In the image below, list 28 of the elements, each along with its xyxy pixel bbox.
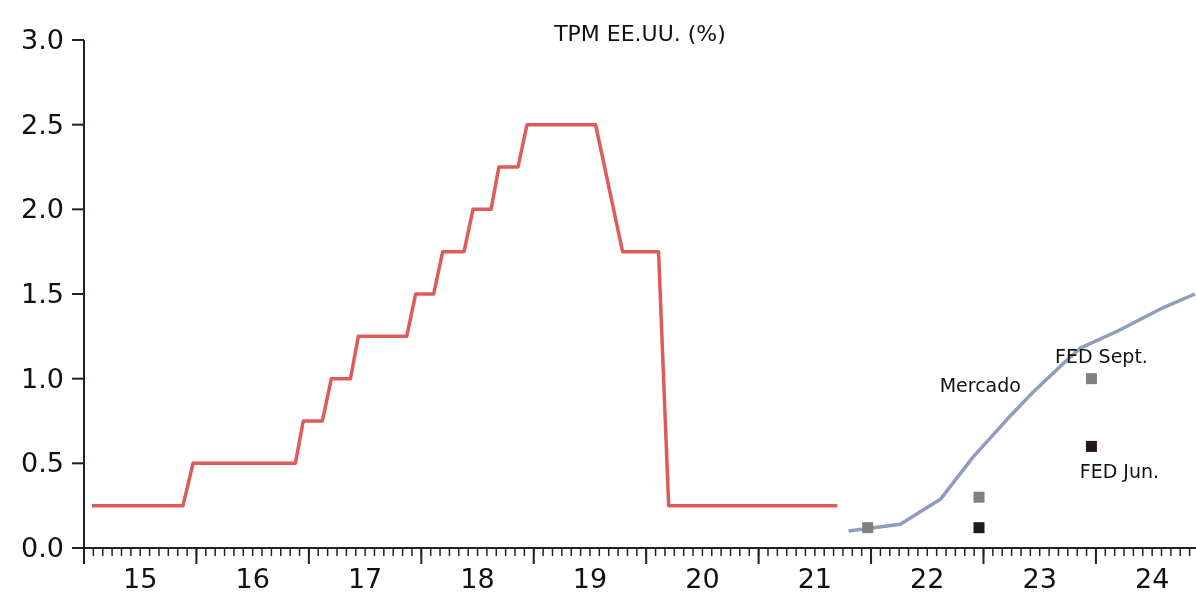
line-series — [90, 122, 840, 508]
x-tick-label: 16 — [235, 563, 270, 594]
x-tick-label: 19 — [572, 563, 608, 594]
point — [1085, 440, 1097, 452]
x-tick-label: 15 — [123, 563, 158, 594]
y-tick-label: 1.5 — [21, 278, 64, 309]
y-tick-label: 2.0 — [21, 193, 64, 225]
line-series — [846, 292, 1196, 533]
x-tick-label: 22 — [910, 563, 945, 594]
y-tick-label: 3.0 — [21, 24, 64, 55]
x-tick-label: 23 — [1022, 563, 1057, 594]
series-label: FED Jun. — [1079, 460, 1160, 483]
series-label: Mercado — [939, 374, 1021, 397]
point — [862, 522, 874, 534]
series-label: FED Sept. — [1054, 344, 1148, 367]
y-tick-label: 1.0 — [21, 362, 64, 394]
y-tick-label: 2.5 — [21, 108, 64, 140]
x-tick-label: 20 — [685, 563, 720, 594]
point — [1085, 373, 1097, 385]
x-tick-label: 24 — [1134, 563, 1170, 594]
point — [973, 491, 985, 503]
y-tick-label: 0.5 — [21, 447, 64, 479]
x-tick-label: 18 — [460, 563, 495, 594]
chart-title: TPM EE.UU. (%) — [553, 21, 726, 46]
point — [973, 522, 985, 534]
x-tick-label: 17 — [347, 563, 383, 594]
y-tick-label: 0.0 — [21, 532, 64, 563]
x-tick-label: 21 — [797, 563, 833, 594]
